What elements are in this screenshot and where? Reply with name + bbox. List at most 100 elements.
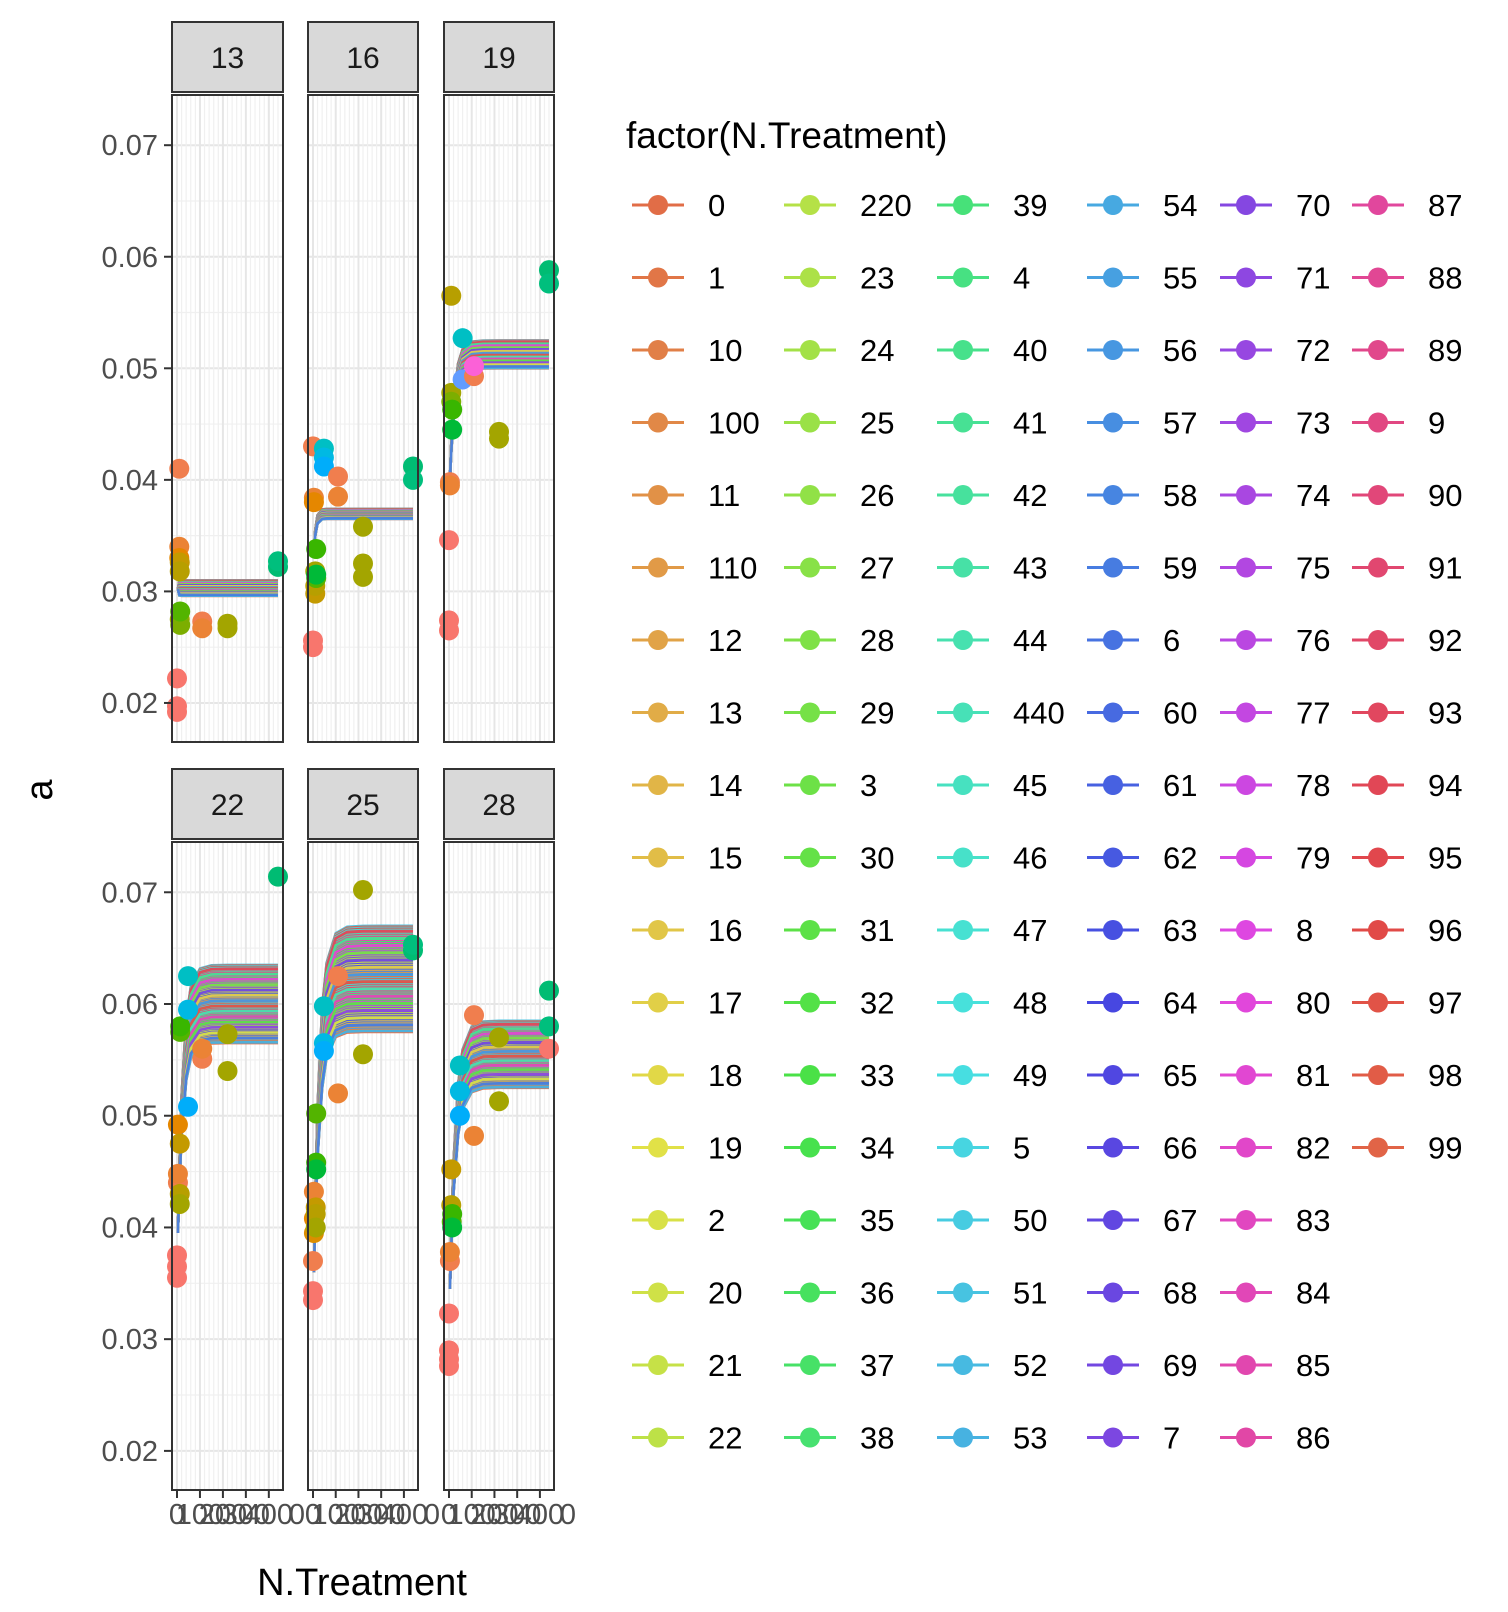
legend-key-point <box>1103 920 1123 940</box>
legend-key-point <box>1236 340 1256 360</box>
legend-key-point <box>953 340 973 360</box>
legend-key-point <box>648 920 668 940</box>
legend-entry-42: 42 <box>937 478 1047 513</box>
legend-label: 43 <box>1013 551 1047 586</box>
legend-key-point <box>648 1137 668 1158</box>
legend-entry-14: 14 <box>632 768 742 803</box>
legend-label: 62 <box>1163 841 1197 876</box>
legend-key-point <box>1368 630 1388 650</box>
facet-strip <box>307 21 419 93</box>
legend-entry-34: 34 <box>784 1131 894 1166</box>
legend-label: 60 <box>1163 696 1197 731</box>
data-point <box>489 428 509 449</box>
facet-strip <box>171 21 284 93</box>
y-tick-label: 0.07 <box>102 130 158 162</box>
x-tick-label: 0 <box>305 1499 321 1531</box>
legend-entry-54: 54 <box>1087 188 1197 223</box>
data-point <box>442 1217 463 1238</box>
legend-key-point <box>953 847 973 868</box>
legend-entry-21: 21 <box>632 1348 742 1383</box>
legend-key-point <box>1368 557 1388 578</box>
legend-label: 30 <box>860 841 894 876</box>
legend-key-point <box>800 1427 820 1448</box>
x-tick-label: 300 <box>357 1499 405 1531</box>
legend-key-point <box>1236 630 1256 650</box>
legend-entry-60: 60 <box>1087 696 1197 731</box>
data-point <box>328 486 348 507</box>
panel-grid <box>172 95 283 742</box>
y-tick-label: 0.02 <box>102 1436 158 1468</box>
data-point <box>464 1125 484 1146</box>
legend-key-point <box>1236 1210 1256 1230</box>
legend-key-point <box>1368 1137 1388 1158</box>
facet-panel-25: 25 <box>303 768 423 1491</box>
legend-key-point <box>1236 1355 1256 1375</box>
legend-entry-43: 43 <box>937 551 1047 586</box>
legend-key-point <box>800 412 820 433</box>
legend-entry-56: 56 <box>1087 333 1197 368</box>
legend-entry-2: 2 <box>632 1203 725 1238</box>
x-tick-label: 100 <box>312 1499 360 1531</box>
legend-entry-30: 30 <box>784 841 894 876</box>
legend-key-point <box>800 267 820 288</box>
data-point <box>268 866 288 887</box>
data-point <box>167 1245 187 1266</box>
legend-label: 9 <box>1428 406 1445 441</box>
y-tick-label: 0.05 <box>102 353 158 385</box>
legend-key-point <box>1103 702 1123 723</box>
facet-panels: 13 16 19 22 25 28 <box>167 21 559 1491</box>
data-point <box>167 696 187 717</box>
legend-entry-31: 31 <box>784 913 894 948</box>
legend-key-point <box>648 1427 668 1448</box>
data-point <box>449 1055 470 1076</box>
legend-entry-65: 65 <box>1087 1058 1197 1093</box>
legend-key-point <box>800 1065 820 1085</box>
series-line-59 <box>176 588 278 597</box>
legend-label: 5 <box>1013 1131 1030 1166</box>
legend-key-point <box>648 775 668 795</box>
y-tick-label: 0.02 <box>102 688 158 720</box>
legend-label: 38 <box>860 1421 894 1456</box>
legend-entry-37: 37 <box>784 1348 894 1383</box>
legend-label: 3 <box>860 768 877 803</box>
legend-entry-440: 440 <box>937 696 1065 731</box>
facet-strip-label: 28 <box>482 789 515 822</box>
legend-label: 4 <box>1013 261 1030 296</box>
legend-label: 70 <box>1296 188 1330 223</box>
x-tick-label: 0 <box>169 1499 185 1531</box>
legend-entry-94: 94 <box>1352 768 1462 803</box>
legend-label: 19 <box>708 1131 742 1166</box>
legend-entry-8: 8 <box>1220 913 1313 948</box>
panel-border <box>171 94 284 743</box>
legend-key-point <box>1236 702 1256 723</box>
legend-entry-25: 25 <box>784 406 894 441</box>
legend-key-point <box>1103 630 1123 650</box>
data-point <box>268 551 288 572</box>
x-tick-label: 200 <box>470 1499 518 1531</box>
legend-label: 22 <box>708 1421 742 1456</box>
legend-key-point <box>1236 1137 1256 1158</box>
legend-label: 73 <box>1296 406 1330 441</box>
legend-key-point <box>1103 1355 1123 1375</box>
data-point <box>178 1096 199 1117</box>
data-point <box>303 1250 323 1271</box>
legend-label: 2 <box>708 1203 725 1238</box>
legend-entry-98: 98 <box>1352 1058 1462 1093</box>
x-axis-title: N.Treatment <box>257 1562 467 1604</box>
legend-key-point <box>800 1137 820 1158</box>
legend-label: 50 <box>1013 1203 1047 1238</box>
legend-entry-76: 76 <box>1220 623 1330 658</box>
legend-label: 51 <box>1013 1276 1047 1311</box>
legend-entry-44: 44 <box>937 623 1047 658</box>
legend-key-point <box>953 920 973 940</box>
legend-entry-47: 47 <box>937 913 1047 948</box>
legend-key-point <box>800 1282 820 1303</box>
data-point <box>442 419 463 440</box>
legend-label: 27 <box>860 551 894 586</box>
data-point <box>169 1133 190 1154</box>
data-point <box>449 1081 470 1102</box>
legend-entry-28: 28 <box>784 623 894 658</box>
data-point <box>328 1083 348 1104</box>
data-point <box>539 1016 559 1037</box>
data-point <box>449 1105 470 1126</box>
